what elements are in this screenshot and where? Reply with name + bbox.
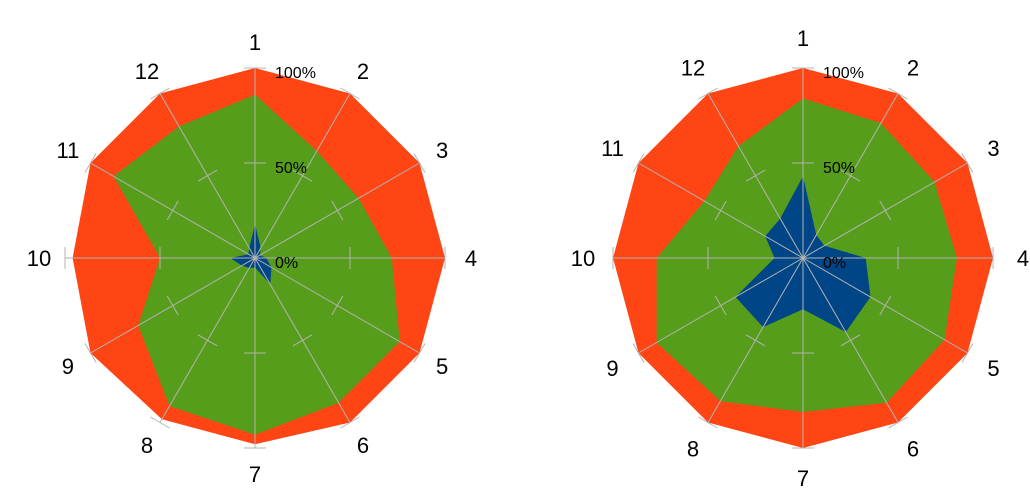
ring-tick [340, 87, 360, 100]
ring-tick [698, 416, 718, 429]
ring-tick [879, 200, 892, 221]
category-label: 6 [357, 433, 369, 458]
ring-label: 100% [275, 65, 316, 82]
ring-tick [714, 200, 727, 221]
category-label: 8 [141, 433, 153, 458]
category-label: 12 [681, 56, 705, 81]
ring-tick [166, 200, 179, 221]
ring-tick [292, 169, 313, 182]
category-label: 4 [465, 246, 477, 271]
category-label: 7 [797, 466, 809, 491]
ring-tick [331, 295, 344, 316]
category-label: 2 [357, 59, 369, 84]
ring-tick [84, 343, 97, 363]
ring-tick [745, 169, 766, 182]
ring-tick [961, 153, 974, 173]
category-label: 6 [907, 437, 919, 462]
category-label: 10 [27, 246, 51, 271]
ring-tick [413, 153, 426, 173]
category-label: 3 [436, 138, 448, 163]
ring-tick [197, 169, 218, 182]
ring-tick [714, 295, 727, 316]
category-label: 7 [249, 462, 261, 487]
category-label: 11 [601, 136, 624, 161]
ring-tick [197, 334, 218, 347]
ring-tick [879, 295, 892, 316]
category-label: 1 [249, 30, 261, 55]
ring-tick [840, 169, 861, 182]
category-label: 9 [606, 356, 618, 381]
category-label: 5 [987, 356, 999, 381]
category-label: 1 [797, 26, 809, 51]
category-label: 11 [56, 138, 79, 163]
ring-tick [888, 87, 908, 100]
ring-label: 50% [275, 160, 307, 177]
ring-tick [840, 334, 861, 347]
ring-tick [292, 334, 313, 347]
ring-tick [84, 153, 97, 173]
category-label: 12 [135, 59, 159, 84]
ring-tick [166, 295, 179, 316]
ring-tick [632, 153, 645, 173]
category-label: 2 [907, 56, 919, 81]
ring-tick [632, 343, 645, 363]
ring-label: 100% [823, 65, 864, 82]
ring-tick [150, 87, 170, 100]
ring-tick [888, 416, 908, 429]
category-label: 4 [1017, 246, 1029, 271]
ring-tick [698, 87, 718, 100]
category-label: 10 [571, 246, 595, 271]
ring-tick [340, 416, 360, 429]
ring-label: 0% [823, 255, 846, 272]
ring-tick [331, 200, 344, 221]
category-label: 8 [687, 437, 699, 462]
ring-label: 50% [823, 160, 855, 177]
category-label: 5 [436, 354, 448, 379]
ring-tick [413, 343, 426, 363]
ring-tick [150, 416, 170, 429]
ring-tick [745, 334, 766, 347]
ring-label: 0% [275, 255, 298, 272]
category-label: 9 [62, 354, 74, 379]
ring-tick [961, 343, 974, 363]
category-label: 3 [987, 136, 999, 161]
